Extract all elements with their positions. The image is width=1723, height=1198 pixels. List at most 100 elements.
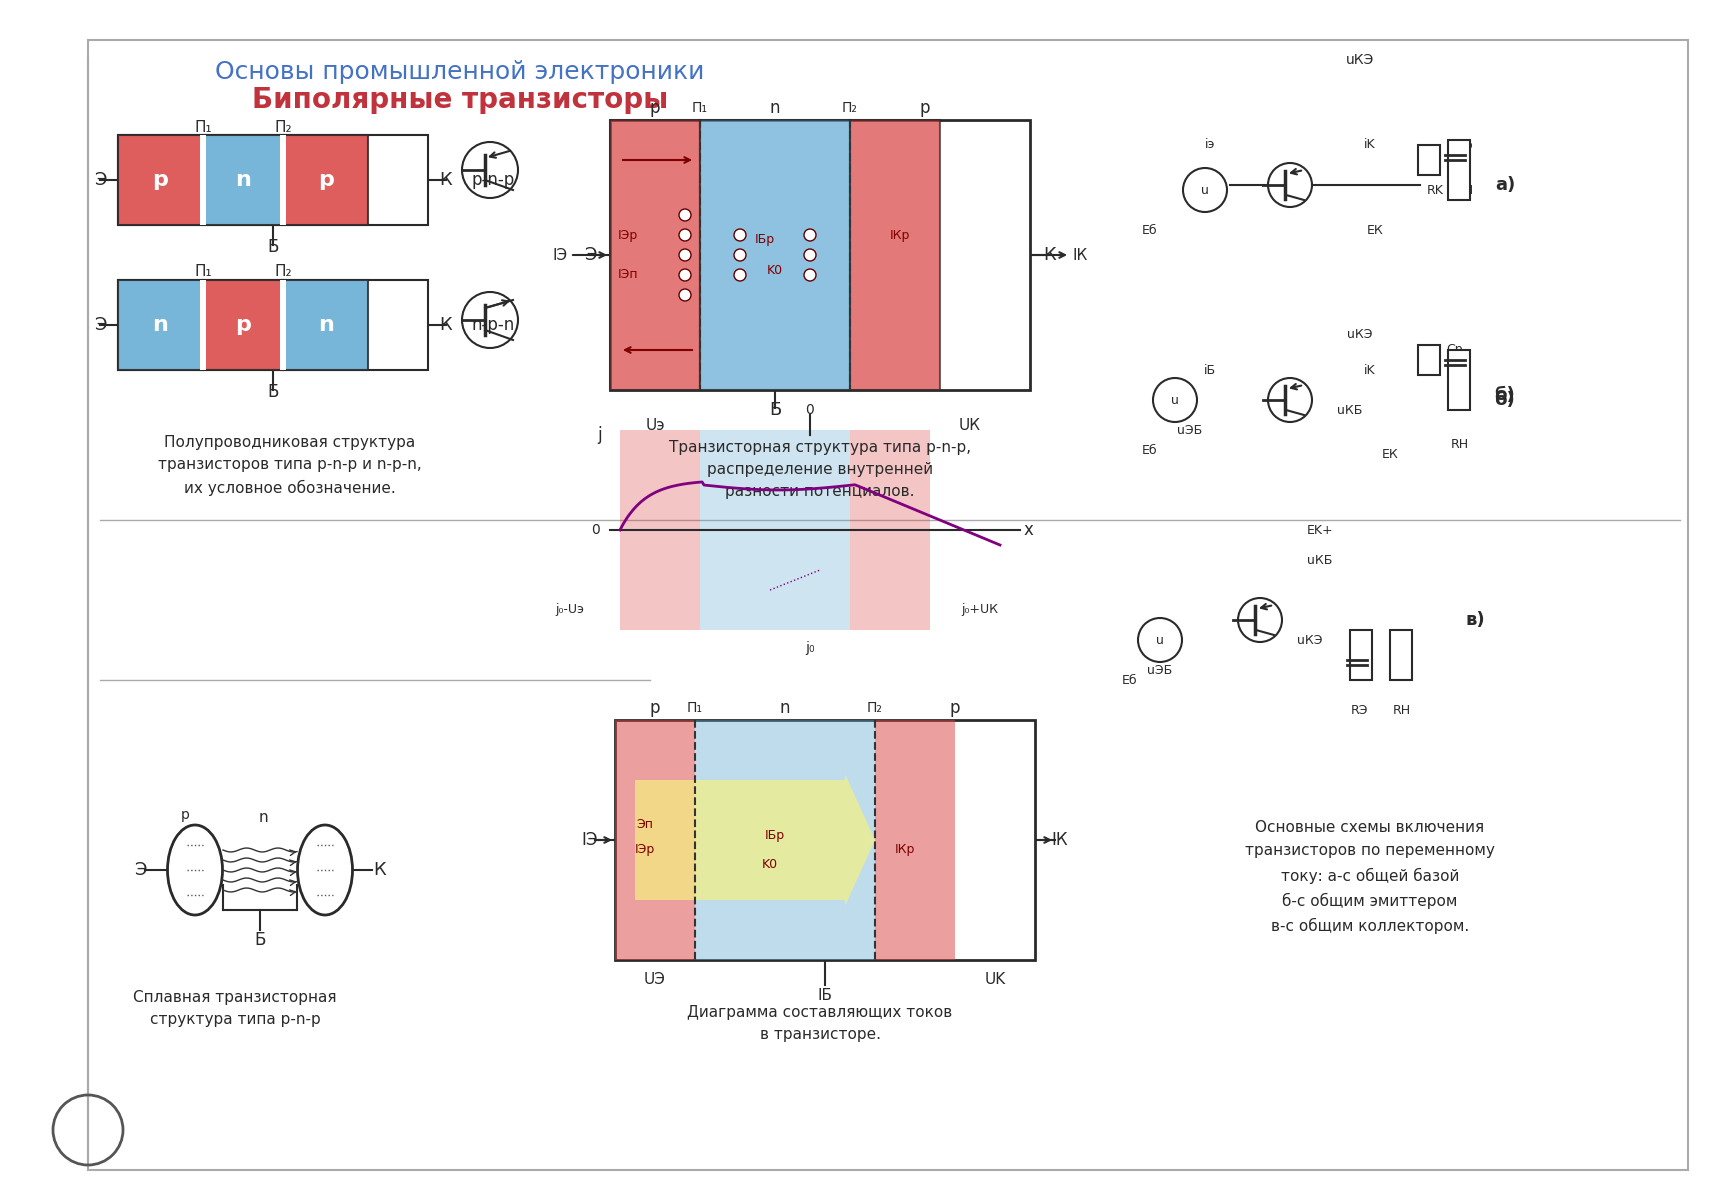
Circle shape [805, 249, 817, 261]
Text: Э: Э [584, 246, 596, 264]
Text: j₀-Uэ: j₀-Uэ [555, 604, 584, 617]
Bar [117, 135, 427, 225]
Text: uКБ: uКБ [1337, 404, 1363, 417]
Text: Основные схемы включения
транзисторов по переменному
току: а-с общей базой
б-с о: Основные схемы включения транзисторов по… [1246, 819, 1496, 934]
Text: EК: EК [1366, 224, 1384, 236]
Bar [283, 135, 369, 225]
Bar [200, 280, 207, 370]
Text: р: р [920, 99, 930, 117]
Text: K0: K0 [767, 264, 782, 277]
Text: П₁: П₁ [195, 120, 212, 134]
Text: Б: Б [267, 383, 279, 401]
Text: IК: IК [1072, 248, 1087, 262]
Text: iK: iK [1365, 363, 1375, 376]
Text: IК: IК [1051, 831, 1068, 849]
Text: р: р [319, 170, 334, 190]
Text: RH: RH [1392, 703, 1411, 716]
Text: K0: K0 [762, 859, 779, 871]
Text: IКр: IКр [889, 229, 910, 242]
Bar [620, 430, 700, 630]
Text: П₁: П₁ [195, 265, 212, 279]
Text: П₂: П₂ [274, 120, 291, 134]
Bar [200, 135, 207, 225]
Text: EК: EК [1382, 448, 1399, 461]
Bar [117, 135, 203, 225]
Text: j₀: j₀ [805, 641, 815, 655]
Text: П₁: П₁ [687, 701, 703, 715]
Bar [610, 120, 700, 391]
Text: n: n [258, 811, 267, 825]
Ellipse shape [167, 825, 222, 915]
Text: Основы промышленной электроники: Основы промышленной электроники [215, 60, 705, 84]
Text: Б: Б [267, 238, 279, 256]
Text: 0: 0 [806, 403, 815, 417]
Text: Биполярные транзисторы: Биполярные транзисторы [252, 86, 669, 114]
Text: n: n [770, 99, 781, 117]
Text: n: n [781, 698, 791, 716]
Circle shape [734, 229, 746, 241]
FancyArrow shape [636, 774, 875, 906]
Text: RK: RK [1427, 183, 1444, 196]
Text: Полупроводниковая структура
транзисторов типа р-n-р и n-р-n,
их условное обознач: Полупроводниковая структура транзисторов… [159, 435, 422, 496]
Text: u: u [1201, 183, 1210, 196]
Text: Eб: Eб [1142, 443, 1158, 456]
Circle shape [679, 229, 691, 241]
Text: RH: RH [1451, 438, 1470, 452]
Bar [1447, 350, 1470, 410]
Text: Cp: Cp [1349, 643, 1365, 657]
Text: Транзисторная структура типа р-n-р,
распределение внутренней
разности потенциало: Транзисторная структура типа р-n-р, расп… [669, 440, 972, 500]
Text: Б: Б [255, 931, 265, 949]
Bar [203, 280, 283, 370]
Text: RK: RK [1421, 363, 1439, 376]
Text: р: р [181, 807, 190, 822]
Text: n: n [319, 315, 334, 335]
Bar [117, 280, 203, 370]
Text: Eб: Eб [1142, 224, 1158, 236]
Bar [283, 280, 369, 370]
Text: IЭ: IЭ [553, 248, 567, 262]
Text: Uэ: Uэ [644, 417, 665, 432]
Circle shape [679, 289, 691, 301]
Text: IЭп: IЭп [617, 268, 638, 282]
Text: uКБ: uКБ [1308, 553, 1332, 567]
Text: IБр: IБр [755, 234, 775, 247]
Text: uКЭ: uКЭ [1347, 328, 1373, 341]
Circle shape [679, 249, 691, 261]
Text: EK+: EK+ [1306, 524, 1334, 537]
Text: П₂: П₂ [843, 101, 858, 115]
Text: Э: Э [93, 316, 107, 334]
Text: К: К [1044, 246, 1056, 264]
Bar [1418, 345, 1440, 375]
Text: IЭр: IЭр [634, 843, 655, 857]
Text: р-n-р: р-n-р [472, 171, 515, 189]
Bar [281, 135, 286, 225]
Text: К: К [439, 171, 453, 189]
Text: iэ: iэ [1204, 139, 1215, 151]
Text: uЭБ: uЭБ [1148, 664, 1173, 677]
Bar [875, 720, 955, 960]
Text: UК: UК [960, 417, 980, 432]
Ellipse shape [298, 825, 353, 915]
Bar [849, 120, 941, 391]
Text: Эп: Эп [636, 818, 653, 831]
Bar [1390, 630, 1413, 680]
Text: б): б) [1494, 391, 1515, 409]
Text: р: р [949, 698, 960, 716]
Text: Диаграмма составляющих токов
в транзисторе.: Диаграмма составляющих токов в транзисто… [687, 1005, 953, 1042]
Text: uКЭ: uКЭ [1297, 634, 1323, 647]
Circle shape [805, 270, 817, 282]
Bar [615, 720, 1036, 960]
Text: u: u [1172, 393, 1179, 406]
Bar [117, 280, 427, 370]
Bar [694, 720, 875, 960]
Text: Cр: Cр [1456, 139, 1473, 151]
Text: j: j [598, 426, 603, 444]
Text: RЭ: RЭ [1351, 703, 1368, 716]
Text: Б: Б [768, 401, 781, 419]
Bar [615, 720, 694, 960]
Text: IЭр: IЭр [619, 229, 638, 242]
Text: Eб: Eб [1122, 673, 1137, 686]
Text: uКЭ: uКЭ [1346, 53, 1375, 67]
Circle shape [734, 249, 746, 261]
Text: uЭБ: uЭБ [1177, 424, 1203, 436]
